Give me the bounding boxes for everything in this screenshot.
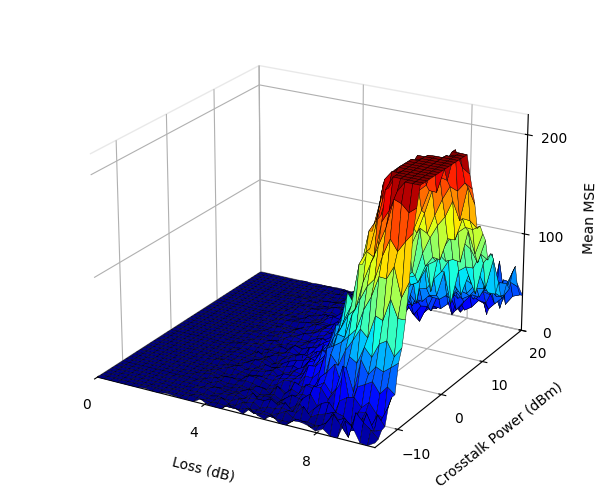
X-axis label: Loss (dB): Loss (dB) bbox=[171, 455, 236, 484]
Y-axis label: Crosstalk Power (dBm): Crosstalk Power (dBm) bbox=[433, 380, 565, 489]
